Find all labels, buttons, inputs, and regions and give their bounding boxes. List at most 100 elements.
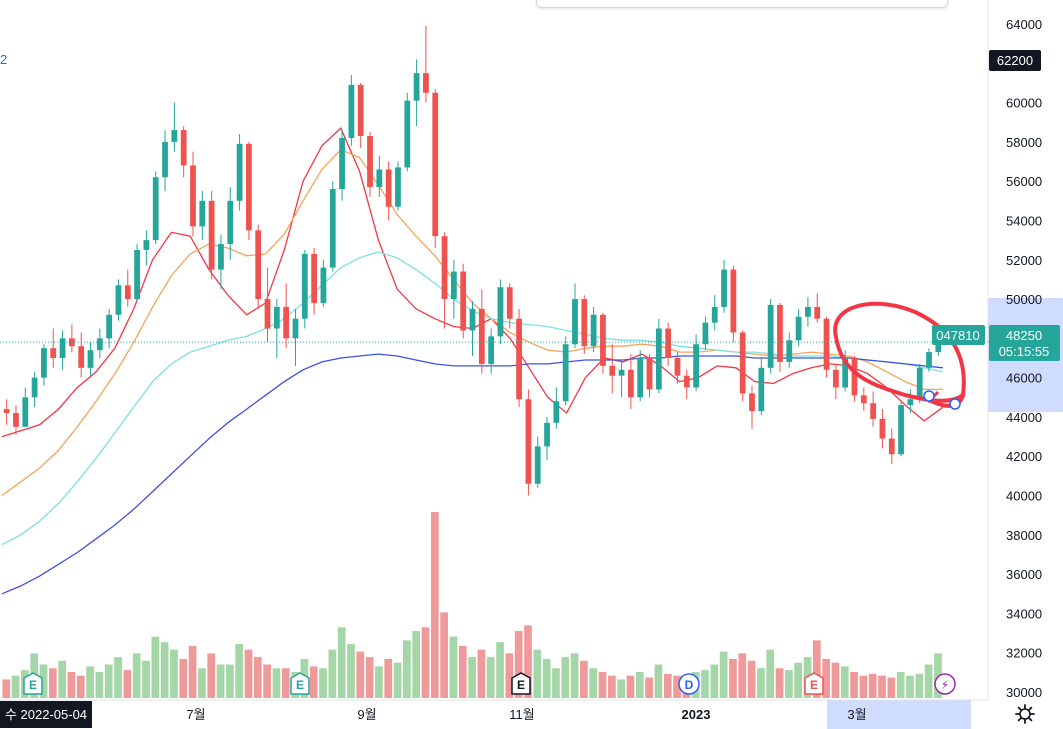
candle-body (432, 92, 439, 237)
countdown-text: 05:15:55 (999, 344, 1050, 359)
volume-bar (281, 668, 290, 698)
volume-bar (868, 673, 877, 698)
volume-bar (440, 612, 449, 698)
volume-bar (598, 671, 607, 698)
volume-bar (235, 644, 244, 698)
candle-body (180, 130, 187, 166)
event-marker-label: ⚡ (941, 678, 949, 692)
candle-body (87, 350, 94, 368)
candle-body (618, 369, 625, 376)
volume-bar (347, 644, 355, 698)
volume-bar (179, 658, 188, 698)
event-marker-label: E (517, 678, 525, 692)
price-tick-label: 36000 (1006, 567, 1042, 582)
volume-bar (878, 675, 886, 698)
candle-body (320, 267, 327, 303)
volume-bar (607, 675, 616, 698)
event-marker[interactable]: E (23, 672, 43, 695)
candle-body (385, 169, 392, 207)
candle-body (264, 299, 271, 329)
volume-bar (840, 666, 849, 698)
volume-bar (337, 627, 346, 698)
volume-bar (384, 658, 393, 698)
candle-body (786, 340, 793, 362)
volume-bar (896, 671, 905, 698)
volume-bar (365, 657, 374, 698)
volume-bar (207, 653, 216, 698)
gear-icon[interactable] (1015, 704, 1035, 724)
candle-body (506, 287, 513, 319)
event-marker[interactable]: E (290, 672, 310, 695)
volume-bar (747, 660, 756, 698)
candle-body (898, 405, 904, 455)
candle-body (488, 336, 495, 364)
candle-body (236, 143, 243, 201)
candle-body (404, 100, 411, 168)
candle-body (693, 344, 699, 388)
crosshair-date-tag (0, 701, 92, 728)
candle-body (767, 304, 774, 368)
candle-body (888, 438, 895, 455)
price-tick-label: 60000 (1006, 96, 1042, 111)
volume-bar (738, 653, 747, 698)
volume-bar (11, 675, 20, 698)
event-markers[interactable]: E E E D E ⚡ (23, 672, 956, 695)
candle-body (516, 318, 522, 400)
volume-bar (626, 675, 635, 698)
volume-bar (570, 653, 579, 698)
price-tick-label: 46000 (1006, 371, 1042, 386)
candle-body (292, 318, 299, 339)
candle-body (329, 189, 336, 268)
volume-bar (561, 657, 570, 698)
volume-bar (104, 664, 113, 698)
top-panel-edge[interactable] (536, 0, 948, 8)
candle-body (339, 137, 345, 190)
volume-bar (142, 660, 150, 698)
candle-body (823, 318, 830, 370)
volume-bar (151, 636, 160, 698)
candle-body (814, 306, 821, 319)
event-marker-label: E (810, 678, 818, 692)
event-marker[interactable]: ⚡ (934, 673, 956, 695)
candle-body (777, 304, 783, 362)
price-tick-label: 42000 (1006, 449, 1042, 464)
volume-bar (496, 642, 504, 698)
candle-body (41, 348, 47, 378)
candle-body (665, 328, 672, 358)
volume-bar (766, 649, 775, 698)
candle-body (730, 269, 737, 333)
event-marker[interactable]: E (804, 672, 824, 695)
candle-body (795, 316, 802, 341)
candle-body (171, 130, 178, 142)
price-tick-label: 40000 (1006, 489, 1042, 504)
candle-body (544, 422, 550, 447)
volume-bar (617, 679, 626, 698)
volume-bar (393, 662, 402, 698)
volume-bar (673, 675, 681, 698)
candle-body (637, 358, 644, 398)
candle-body (758, 367, 765, 412)
high-price-tag (989, 50, 1041, 71)
time-axis[interactable]: 수 2022-05-04 7월 9월 11월 2023 3월 (0, 701, 867, 728)
volume-bar (701, 670, 709, 698)
volume-bar (216, 664, 225, 698)
drawing-handle[interactable] (949, 398, 961, 410)
volume-bar (160, 642, 169, 698)
event-marker[interactable]: D (678, 673, 700, 695)
event-marker[interactable]: E (511, 672, 531, 695)
drawing-handle[interactable] (923, 390, 935, 402)
time-tick-label: 11월 (509, 707, 534, 722)
candle-body (22, 397, 29, 427)
price-tick-label: 32000 (1006, 646, 1042, 661)
volume-bar (589, 668, 598, 698)
volume-bar (850, 671, 858, 698)
candle-body (50, 348, 57, 358)
candle-body (301, 253, 308, 319)
candle-body (497, 287, 504, 337)
volume-bar (524, 625, 532, 698)
candle-body (283, 306, 290, 339)
volume-bar (906, 675, 914, 698)
candle-body (273, 306, 280, 329)
volume-bars (2, 512, 942, 698)
